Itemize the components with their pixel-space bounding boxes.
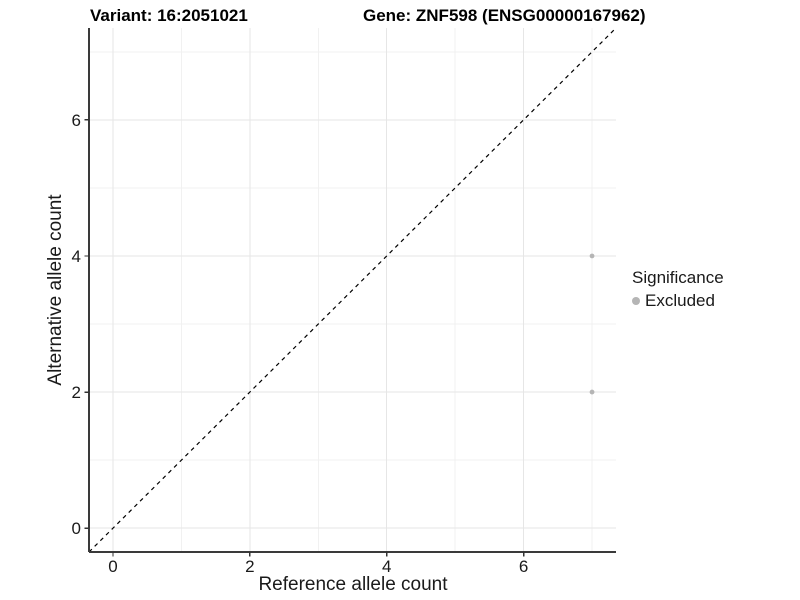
data-point [589, 253, 595, 259]
y-tick-label: 6 [72, 111, 81, 130]
y-tick-label: 4 [72, 247, 81, 266]
legend-title: Significance [632, 268, 724, 287]
identity-reference-line [88, 27, 617, 553]
data-point [589, 389, 595, 395]
x-tick-label: 6 [519, 557, 528, 576]
gene-title: Gene: ZNF598 (ENSG00000167962) [363, 6, 646, 25]
variant-title: Variant: 16:2051021 [90, 6, 248, 25]
x-tick-label: 4 [382, 557, 391, 576]
legend-item-excluded: Excluded [632, 291, 724, 311]
legend: Significance Excluded [632, 268, 724, 311]
x-tick-label: 2 [245, 557, 254, 576]
y-tick-label: 2 [72, 383, 81, 402]
y-axis-title: Alternative allele count [45, 194, 66, 386]
x-axis-title: Reference allele count [258, 574, 448, 595]
y-tick-label: 0 [72, 519, 81, 538]
x-tick-label: 0 [108, 557, 117, 576]
legend-key-dot [632, 297, 640, 305]
legend-item-label: Excluded [645, 291, 715, 310]
